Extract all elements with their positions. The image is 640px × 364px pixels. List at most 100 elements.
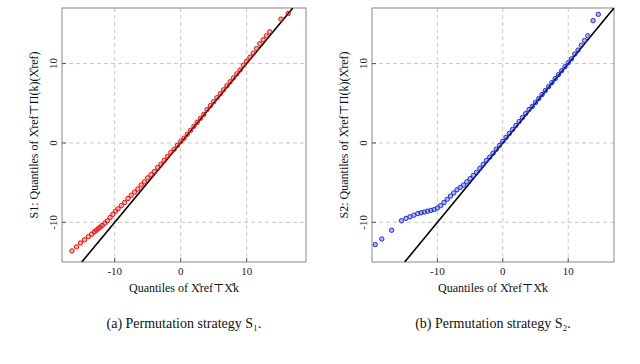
point (586, 34, 590, 38)
point (215, 95, 219, 99)
point (74, 245, 78, 249)
point (504, 135, 508, 139)
point (182, 136, 186, 140)
point (78, 241, 82, 245)
point (159, 162, 163, 166)
grid-line (502, 8, 503, 262)
grid-line (180, 8, 181, 262)
y-tick-label: 0 (357, 140, 369, 146)
reference-line (405, 8, 614, 262)
point (497, 143, 501, 147)
point (543, 88, 547, 92)
point (221, 88, 225, 92)
point (478, 166, 482, 170)
point (576, 48, 580, 52)
point (556, 72, 560, 76)
point (205, 107, 209, 111)
x-tick-label: 10 (241, 265, 253, 277)
point (553, 76, 557, 80)
x-axis-label: Quantiles of X̊ref⊤X̊k (129, 281, 239, 295)
point (188, 128, 192, 132)
x-tick (502, 258, 503, 262)
point (491, 151, 495, 155)
point (514, 123, 518, 127)
grid-line (62, 142, 306, 143)
grid-line (62, 63, 306, 64)
point (142, 180, 146, 184)
y-tick (372, 142, 376, 143)
point (202, 112, 206, 116)
plot-frame (62, 8, 306, 262)
point (530, 104, 534, 108)
point (152, 169, 156, 173)
point (573, 52, 577, 56)
point (231, 76, 235, 80)
point (507, 131, 511, 135)
point (517, 119, 521, 123)
point (596, 12, 600, 16)
point (70, 249, 74, 253)
point (563, 65, 567, 69)
x-tick (246, 258, 247, 262)
x-tick (568, 258, 569, 262)
x-tick-label: -10 (430, 265, 445, 277)
point (550, 80, 554, 84)
point (258, 42, 262, 46)
point (198, 116, 202, 120)
point (228, 80, 232, 84)
y-tick-label: -10 (47, 214, 59, 229)
x-tick-label: -10 (107, 265, 122, 277)
point (244, 59, 248, 63)
point (251, 51, 255, 55)
point (474, 170, 478, 174)
point (591, 19, 595, 23)
grid-line (246, 8, 247, 262)
caption: (a) Permutation strategy S₁. (107, 316, 262, 332)
y-axis-label: S1: Quantiles of X̊ref⊤Π(k)(X̊ref) (27, 52, 41, 219)
x-tick-label: 10 (563, 265, 575, 277)
point (537, 96, 541, 100)
point (211, 99, 215, 103)
point (195, 120, 199, 124)
point (185, 132, 189, 136)
point (218, 92, 222, 96)
x-axis-label: Quantiles of X̊ref⊤X̊k (438, 281, 548, 295)
point (510, 127, 514, 131)
point (279, 17, 283, 21)
point (524, 111, 528, 115)
y-tick-label: 10 (47, 58, 59, 70)
y-axis-label: S2: Quantiles of X̊ref⊤Π(k)(X̊ref) (337, 52, 351, 219)
plot-area (373, 8, 614, 262)
point (172, 147, 176, 151)
y-tick (62, 222, 66, 223)
grid-line (62, 222, 306, 223)
point (192, 124, 196, 128)
x-tick-label: 0 (500, 265, 506, 277)
point (373, 242, 377, 246)
grid-line (568, 8, 569, 262)
point (162, 158, 166, 162)
point (569, 57, 573, 61)
point (533, 100, 537, 104)
point (241, 63, 245, 67)
point (520, 115, 524, 119)
point (165, 154, 169, 158)
point (546, 84, 550, 88)
point (225, 84, 229, 88)
y-tick (372, 222, 376, 223)
panel: -10010-10010Quantiles of X̊ref⊤X̊kS1: Qu… (27, 8, 306, 332)
point (389, 228, 393, 232)
point (399, 219, 403, 223)
point (579, 43, 583, 47)
y-tick-label: 0 (47, 140, 59, 146)
panel: -10010-10010Quantiles of X̊ref⊤X̊kS2: Qu… (337, 8, 614, 332)
point (136, 187, 140, 191)
point (559, 69, 563, 73)
point (494, 147, 498, 151)
point (501, 139, 505, 143)
point (481, 162, 485, 166)
point (380, 237, 384, 241)
y-tick (372, 63, 376, 64)
point (238, 68, 242, 72)
caption: (b) Permutation strategy S₂. (415, 316, 571, 332)
